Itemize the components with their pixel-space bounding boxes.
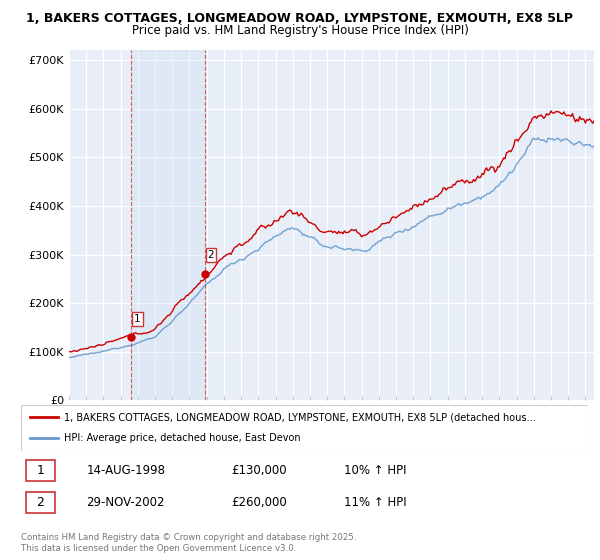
Text: 1: 1: [134, 314, 140, 324]
Text: Contains HM Land Registry data © Crown copyright and database right 2025.
This d: Contains HM Land Registry data © Crown c…: [21, 533, 356, 553]
Text: 1: 1: [37, 464, 44, 477]
FancyBboxPatch shape: [26, 492, 55, 514]
Text: 14-AUG-1998: 14-AUG-1998: [86, 464, 165, 477]
Text: £260,000: £260,000: [231, 496, 287, 509]
FancyBboxPatch shape: [21, 405, 588, 451]
Text: 2: 2: [37, 496, 44, 509]
Text: 1, BAKERS COTTAGES, LONGMEADOW ROAD, LYMPSTONE, EXMOUTH, EX8 5LP: 1, BAKERS COTTAGES, LONGMEADOW ROAD, LYM…: [26, 12, 574, 25]
Text: 29-NOV-2002: 29-NOV-2002: [86, 496, 165, 509]
Text: 2: 2: [208, 250, 214, 260]
Text: 1, BAKERS COTTAGES, LONGMEADOW ROAD, LYMPSTONE, EXMOUTH, EX8 5LP (detached hous…: 1, BAKERS COTTAGES, LONGMEADOW ROAD, LYM…: [64, 412, 536, 422]
Text: £130,000: £130,000: [231, 464, 286, 477]
Text: Price paid vs. HM Land Registry's House Price Index (HPI): Price paid vs. HM Land Registry's House …: [131, 24, 469, 37]
Text: 11% ↑ HPI: 11% ↑ HPI: [344, 496, 407, 509]
Text: 10% ↑ HPI: 10% ↑ HPI: [344, 464, 407, 477]
FancyBboxPatch shape: [26, 460, 55, 481]
Bar: [131, 50, 205, 400]
Text: HPI: Average price, detached house, East Devon: HPI: Average price, detached house, East…: [64, 433, 300, 444]
